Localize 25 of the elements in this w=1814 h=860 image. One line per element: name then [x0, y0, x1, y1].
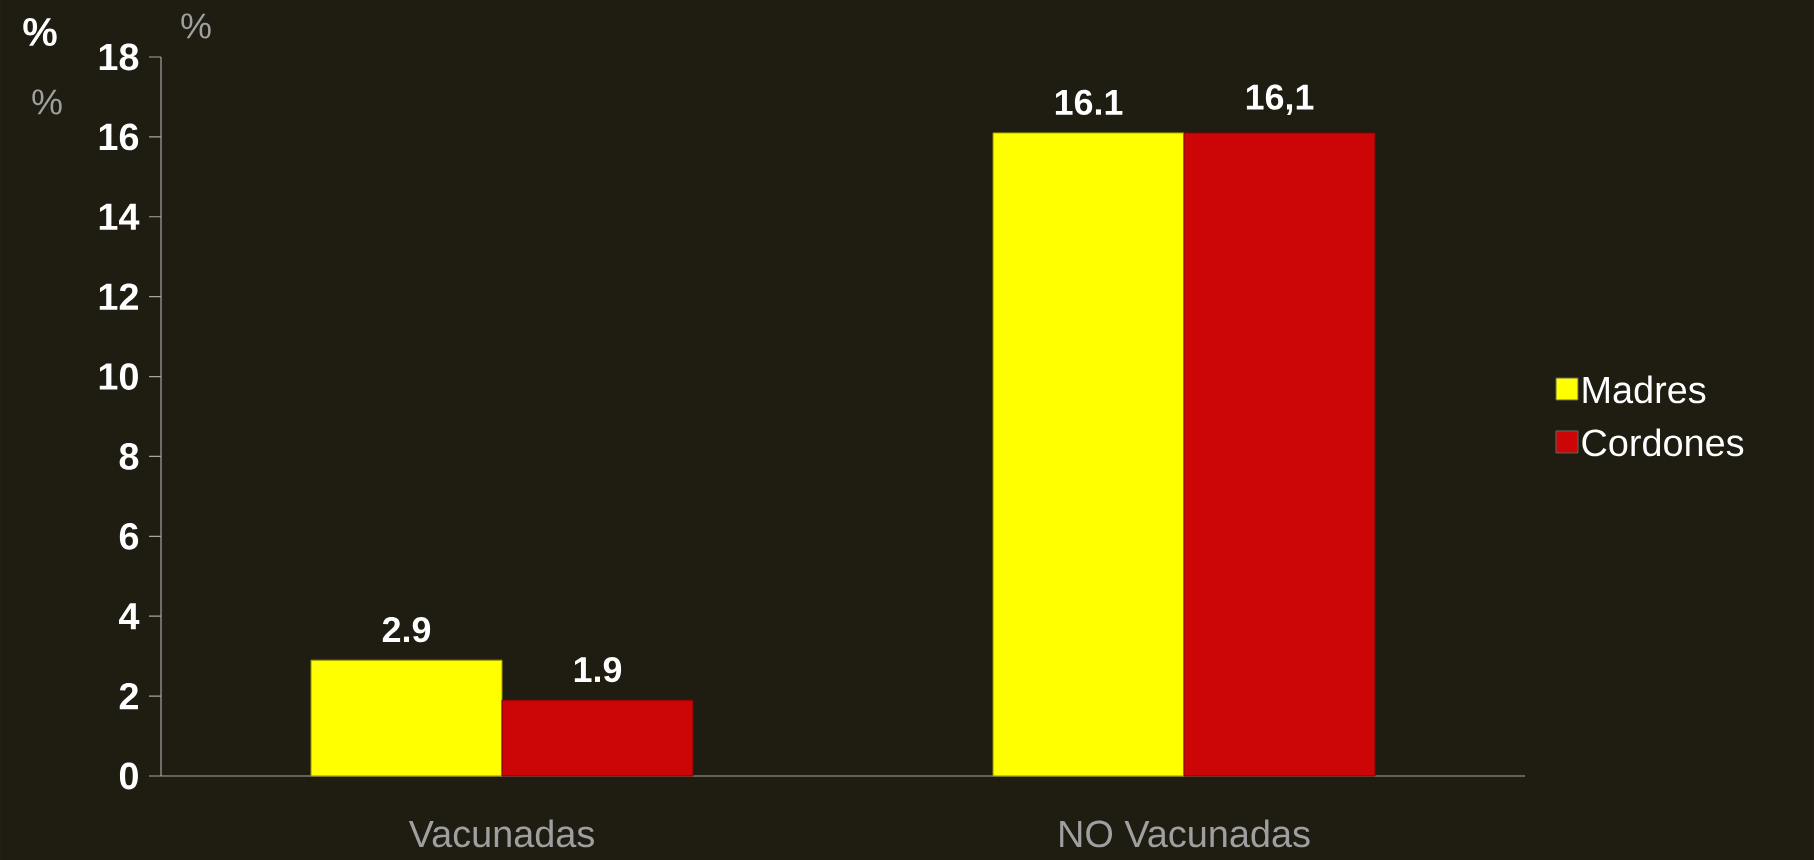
data-label: 2.9	[382, 616, 431, 643]
y-tick-label: 8	[119, 443, 139, 470]
y-tick-label: 2	[119, 682, 138, 710]
y-tick-label: 14	[99, 203, 140, 230]
y-tick-label: 10	[99, 363, 138, 390]
text: %	[181, 13, 211, 39]
data-label: 16.1	[1055, 89, 1123, 116]
y-tick-label: 18	[99, 43, 139, 71]
legend-label: Cordones	[1582, 428, 1744, 457]
bar	[992, 132, 1185, 777]
bar	[501, 699, 694, 777]
x-tick-label: Vacunadas	[408, 819, 594, 848]
y-tick-label: 16	[99, 123, 139, 151]
y-tick-label: 12	[99, 283, 138, 310]
y-tick-label: 0	[119, 762, 138, 790]
y-tick-label: 6	[119, 522, 139, 550]
text: %	[32, 89, 62, 115]
y-tick-label: 4	[119, 603, 140, 630]
data-label: 16,1	[1246, 84, 1314, 116]
bar	[1183, 132, 1376, 777]
y-axis-title: %	[23, 17, 57, 47]
x-tick-label: NO Vacunadas	[1060, 819, 1310, 848]
bar	[310, 659, 503, 777]
data-label: 1.9	[574, 656, 622, 683]
legend-label: Madres	[1583, 375, 1706, 404]
